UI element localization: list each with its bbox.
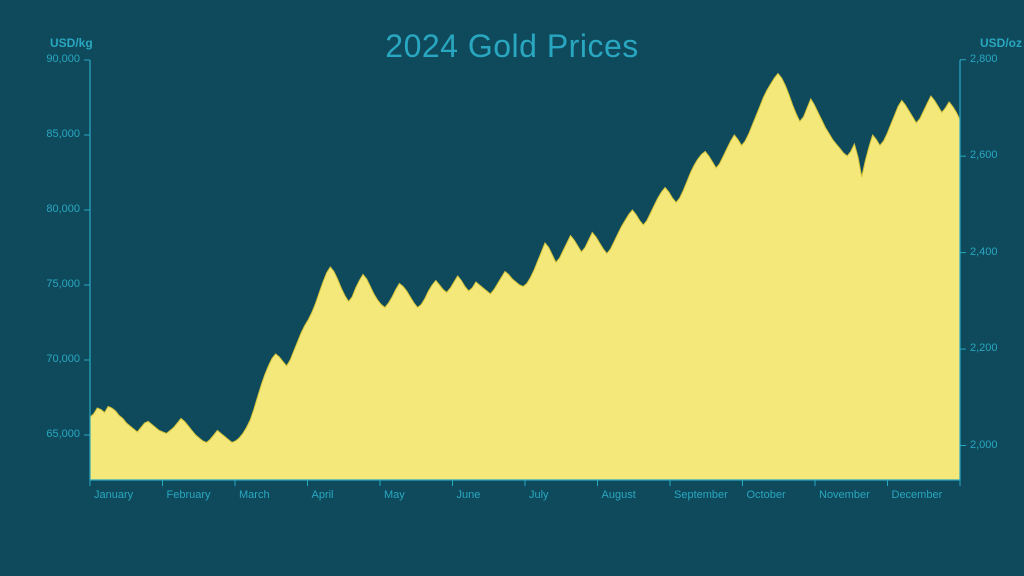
chart-svg xyxy=(0,0,1024,576)
x-tick-label: June xyxy=(457,489,481,501)
x-tick-label: January xyxy=(94,489,133,501)
y-left-tick-label: 65,000 xyxy=(0,428,80,440)
y-left-tick-label: 80,000 xyxy=(0,203,80,215)
y-right-tick-label: 2,600 xyxy=(970,149,998,161)
y-left-tick-label: 75,000 xyxy=(0,278,80,290)
y-left-tick-label: 70,000 xyxy=(0,353,80,365)
x-tick-label: May xyxy=(384,489,405,501)
x-tick-label: December xyxy=(892,489,943,501)
y-right-tick-label: 2,400 xyxy=(970,246,998,258)
x-tick-label: March xyxy=(239,489,270,501)
x-tick-label: July xyxy=(529,489,549,501)
y-right-tick-label: 2,000 xyxy=(970,439,998,451)
y-right-tick-label: 2,800 xyxy=(970,53,998,65)
x-tick-label: September xyxy=(674,489,728,501)
x-tick-label: February xyxy=(167,489,211,501)
y-left-tick-label: 90,000 xyxy=(0,53,80,65)
y-left-tick-label: 85,000 xyxy=(0,128,80,140)
x-tick-label: October xyxy=(747,489,786,501)
y-right-tick-label: 2,200 xyxy=(970,342,998,354)
x-tick-label: April xyxy=(312,489,334,501)
gold-price-chart: 2024 Gold Prices USD/kg USD/oz 65,00070,… xyxy=(0,0,1024,576)
x-tick-label: August xyxy=(602,489,636,501)
x-tick-label: November xyxy=(819,489,870,501)
